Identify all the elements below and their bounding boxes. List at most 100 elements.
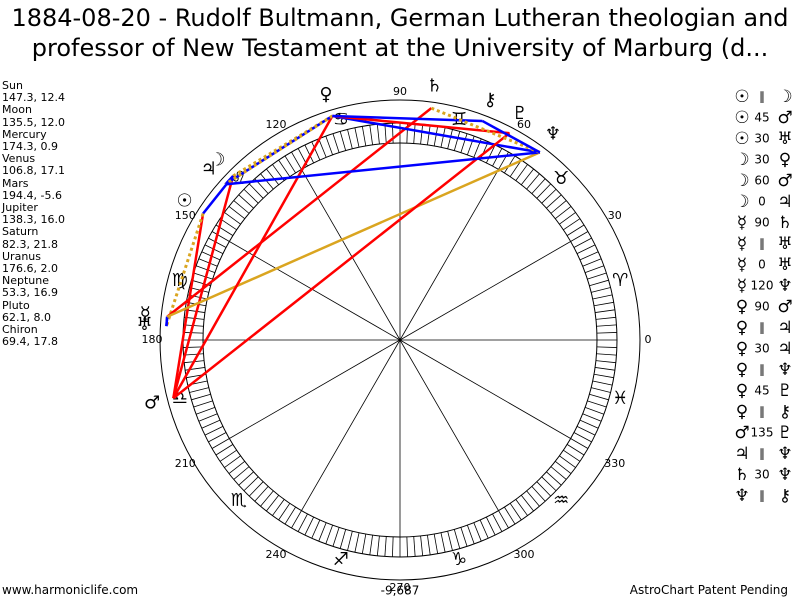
planet-name: Pluto: [2, 298, 30, 312]
band-tick: [195, 407, 216, 415]
planet-coords: 147.3, 12.4: [2, 91, 65, 105]
aspect-type: ∥: [759, 405, 765, 419]
band-tick: [354, 127, 360, 148]
sign-glyph: ♑: [451, 549, 467, 570]
degree-label: 120: [266, 118, 287, 131]
planet-glyph: ☽: [209, 150, 225, 171]
band-tick: [369, 125, 373, 145]
planet-coords: 138.3, 16.0: [2, 213, 65, 227]
spoke: [229, 241, 401, 341]
band-tick: [485, 516, 496, 536]
band-tick: [576, 425, 596, 436]
band-tick: [467, 524, 475, 545]
band-tick: [420, 535, 424, 556]
sign-glyph: ♏: [231, 490, 247, 511]
aspect-planet: ♀: [736, 402, 748, 422]
band-tick: [260, 490, 274, 507]
aspect-planet: ♂: [734, 423, 749, 443]
band-tick: [570, 231, 589, 242]
band-tick: [596, 353, 617, 356]
band-tick: [536, 481, 552, 497]
band-tick: [347, 531, 353, 551]
band-tick: [266, 494, 280, 512]
band-tick: [284, 155, 296, 174]
aspect-planet: ☉: [734, 108, 749, 128]
degree-label: 210: [175, 457, 196, 470]
band-tick: [224, 212, 241, 225]
band-tick: [554, 460, 572, 474]
planet-name: Sun: [2, 79, 23, 92]
band-tick: [591, 387, 611, 393]
planet-coords: 135.5, 12.0: [2, 115, 65, 129]
band-tick: [413, 123, 416, 144]
planet-name: Chiron: [2, 323, 38, 337]
degree-label: 300: [514, 548, 535, 561]
band-tick: [189, 387, 209, 393]
band-tick: [453, 529, 461, 549]
degree-label: 150: [175, 209, 196, 222]
band-tick: [254, 486, 269, 502]
planet-name: Venus: [2, 152, 36, 166]
band-tick: [587, 272, 607, 280]
aspect-type: 30: [754, 468, 769, 482]
band-tick: [596, 346, 617, 348]
aspect-planet: ♂: [777, 171, 792, 191]
band-tick: [361, 126, 367, 147]
band-tick: [248, 481, 264, 497]
band-tick: [224, 455, 241, 468]
aspect-planet: ♀: [736, 297, 748, 317]
band-tick: [304, 516, 315, 536]
band-tick: [479, 141, 489, 161]
band-tick: [243, 188, 259, 204]
bottom-value: -9,687: [381, 584, 420, 598]
band-tick: [479, 519, 489, 539]
planet-glyph: ♂: [144, 393, 160, 414]
aspect-type: 120: [751, 279, 774, 293]
aspect-line: [165, 316, 169, 327]
aspect-type: 30: [754, 153, 769, 167]
band-tick: [311, 141, 321, 161]
aspect-type: 0: [758, 258, 766, 272]
spoke: [399, 339, 571, 439]
band-tick: [291, 510, 302, 529]
band-tick: [211, 231, 230, 242]
band-tick: [354, 532, 360, 553]
band-tick: [201, 419, 221, 429]
planet-glyph: ⚷: [483, 89, 496, 110]
aspect-planet: ☿: [737, 255, 747, 275]
band-tick: [595, 309, 615, 313]
band-tick: [304, 144, 315, 164]
planet-coords: 194.4, -5.6: [2, 188, 62, 202]
planet-coords: 176.6, 2.0: [2, 262, 58, 276]
band-tick: [515, 164, 528, 181]
band-tick: [284, 506, 296, 525]
aspect-line: [481, 119, 541, 154]
aspect-type: 90: [754, 216, 769, 230]
band-tick: [467, 135, 475, 156]
band-tick: [492, 513, 503, 532]
band-tick: [228, 460, 246, 474]
aspect-planet: ⚷: [779, 486, 791, 506]
spoke: [301, 339, 401, 511]
aspect-planet: ☽: [734, 150, 749, 170]
aspect-planet: ☉: [734, 87, 749, 107]
band-tick: [204, 425, 224, 436]
spoke: [301, 169, 401, 341]
aspect-planet: ♄: [734, 465, 749, 485]
aspect-planet: ♀: [736, 339, 748, 359]
band-tick: [531, 486, 546, 502]
band-tick: [376, 535, 380, 556]
planet-coords: 53.3, 16.9: [2, 286, 58, 300]
aspect-line: [430, 106, 541, 154]
band-tick: [427, 125, 431, 145]
planet-name: Mars: [2, 176, 29, 190]
band-tick: [297, 513, 308, 532]
band-tick: [427, 535, 431, 555]
aspect-planet: ☽: [734, 171, 749, 191]
planet-glyph: ♅: [136, 314, 152, 335]
sign-glyph: ♒: [553, 490, 569, 511]
aspect-planet: ♀: [736, 318, 748, 338]
band-tick: [183, 332, 204, 334]
band-tick: [233, 200, 250, 214]
